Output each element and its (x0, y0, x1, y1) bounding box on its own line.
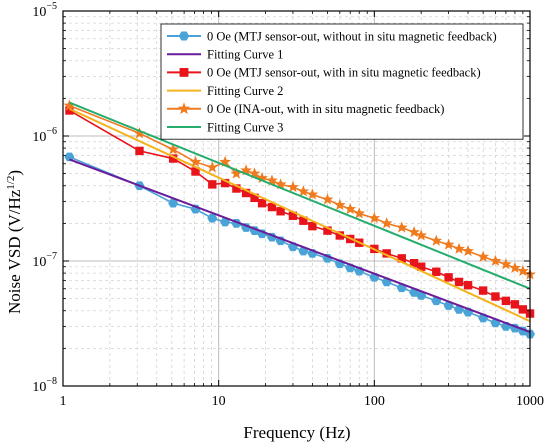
y-axis-title-exponent: 1/2 (5, 176, 17, 190)
y-axis-title: Noise VSD (V/Hz1/2) (5, 170, 24, 314)
series-3-point (479, 286, 487, 294)
legend-label: Fitting Curve 1 (207, 48, 283, 62)
x-axis-title: Frequency (Hz) (243, 423, 350, 442)
series-3-point (135, 147, 143, 155)
legend-item-1: 0 Oe (MTJ sensor-out, without in situ ma… (167, 29, 497, 43)
x-tick-label: 1 (60, 394, 67, 409)
y-tick-label-exponent: −5 (46, 1, 57, 12)
legend-label: 0 Oe (INA-out, with in situ magnetic fee… (207, 102, 444, 116)
y-axis-title-close: ) (5, 170, 24, 176)
y-tick-label-base: 10 (32, 5, 46, 20)
series-3-point (511, 300, 519, 308)
legend-item-5: 0 Oe (INA-out, with in situ magnetic fee… (167, 102, 444, 116)
series-3-point (432, 268, 440, 276)
x-tick-label: 1000 (516, 394, 544, 409)
x-tick-label: 10 (212, 394, 226, 409)
legend-label: 0 Oe (MTJ sensor-out, with in situ magne… (207, 66, 481, 80)
legend-swatch-marker (180, 68, 189, 77)
series-3-point (444, 273, 452, 281)
series-3-point (208, 180, 216, 188)
legend-label: 0 Oe (MTJ sensor-out, without in situ ma… (207, 29, 497, 43)
x-tick-label: 100 (364, 394, 385, 409)
y-tick-label-base: 10 (32, 130, 46, 145)
y-tick-label-base: 10 (32, 380, 46, 395)
y-tick-label-exponent: −8 (46, 376, 57, 387)
series-3-point (464, 281, 472, 289)
series-3-point (491, 292, 499, 300)
legend-label: Fitting Curve 2 (207, 84, 283, 98)
y-tick-label-base: 10 (32, 255, 46, 270)
y-axis-title-main: Noise VSD (V/Hz (5, 189, 24, 314)
series-3-point (455, 278, 463, 286)
series-3-point (502, 297, 510, 305)
legend-label: Fitting Curve 3 (207, 120, 283, 134)
series-3-point (258, 199, 266, 207)
legend: 0 Oe (MTJ sensor-out, without in situ ma… (161, 24, 523, 139)
legend-item-3: 0 Oe (MTJ sensor-out, with in situ magne… (167, 66, 481, 80)
y-tick-label-exponent: −7 (46, 251, 57, 262)
y-tick-label-exponent: −6 (46, 126, 57, 137)
